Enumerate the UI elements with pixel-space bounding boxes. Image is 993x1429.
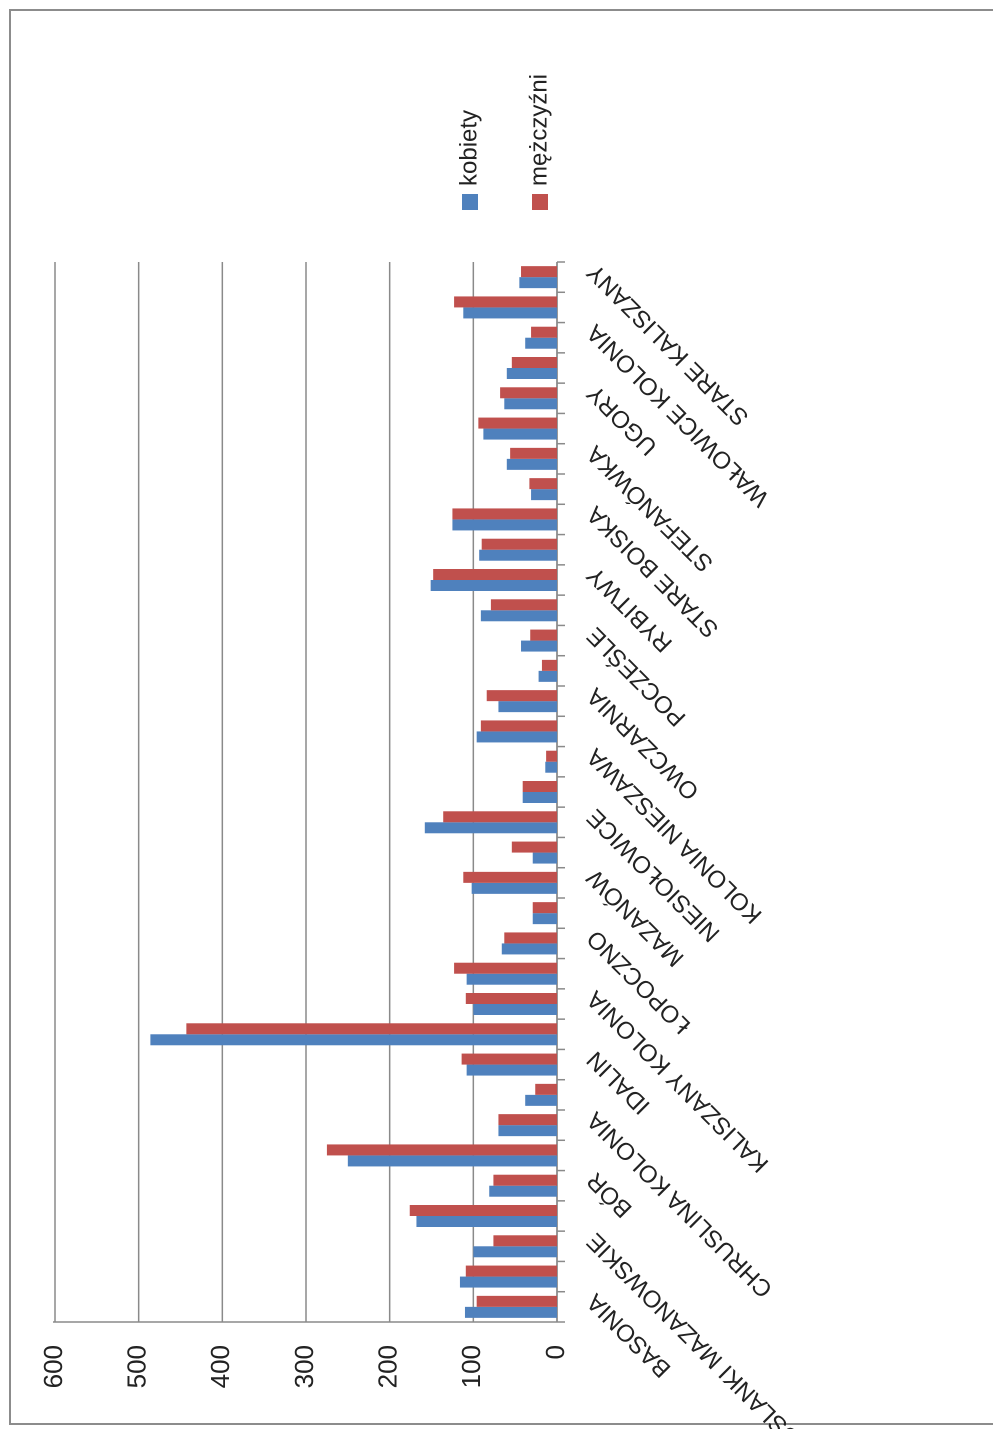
bar [501,943,557,955]
bar [476,1295,557,1307]
bar [476,731,557,743]
bar [471,882,557,894]
bar [465,1265,558,1277]
bar [510,447,557,459]
bar [530,629,558,641]
bar [473,1004,558,1015]
bar [521,640,557,652]
bar [430,580,557,591]
bar [464,1306,558,1318]
bar [347,1155,558,1167]
bar [481,538,558,550]
bar [483,428,557,440]
bar [478,417,557,429]
y-tick-label: 400 [205,1345,235,1388]
bar [452,519,557,531]
bar [532,913,558,925]
bar [150,1034,557,1046]
legend-swatch [462,194,478,210]
bar [463,307,557,319]
bar [424,822,557,834]
bar [493,1235,557,1247]
bar [522,792,557,803]
bar [459,1276,557,1288]
bar [326,1144,557,1156]
bar [486,690,557,702]
legend-swatch [532,194,548,210]
bar [480,720,558,732]
bar [541,659,558,671]
bar [466,1064,558,1076]
bar [531,489,558,501]
legend-label: kobiety [455,110,482,186]
bar [443,811,558,823]
bar [504,398,558,410]
bar [490,599,557,611]
bar [521,266,557,278]
bar [532,902,558,914]
y-tick-label: 300 [289,1345,319,1388]
bar [504,932,558,944]
bar [498,701,557,713]
bar [525,1094,557,1106]
bar [535,1083,557,1095]
bar [493,1174,557,1186]
bar [545,761,558,773]
bar [489,1185,558,1197]
bar [461,1053,557,1065]
bar [525,337,557,349]
bar [409,1205,557,1216]
bar [546,750,558,762]
bar [511,841,558,853]
y-tick-label: 0 [540,1345,570,1359]
bar [498,1114,557,1126]
bar [519,277,557,289]
bar [498,1125,557,1137]
bar [506,368,557,379]
legend-label: mężczyźni [525,74,552,186]
bar [522,781,557,792]
bar [531,326,558,338]
bar [506,458,557,470]
x-tick-label: BÓR [582,1167,638,1223]
y-tick-label: 200 [373,1345,403,1388]
bar [479,549,557,561]
bar [454,962,557,974]
bar [452,508,557,520]
bar [532,852,558,864]
y-tick-label: 100 [456,1345,486,1388]
bar [511,357,558,368]
bar [529,478,558,490]
bar [465,993,558,1004]
y-tick-label: 500 [122,1345,152,1388]
y-tick-label: 600 [38,1345,68,1388]
bar [416,1216,557,1227]
bar [463,871,557,883]
bar [538,670,557,682]
bar [473,1246,558,1258]
bar [454,296,557,308]
bar [466,973,558,985]
bar [480,610,558,622]
bar [186,1023,558,1035]
bar [433,569,558,580]
chart-border [9,9,993,1425]
bar [500,387,557,399]
